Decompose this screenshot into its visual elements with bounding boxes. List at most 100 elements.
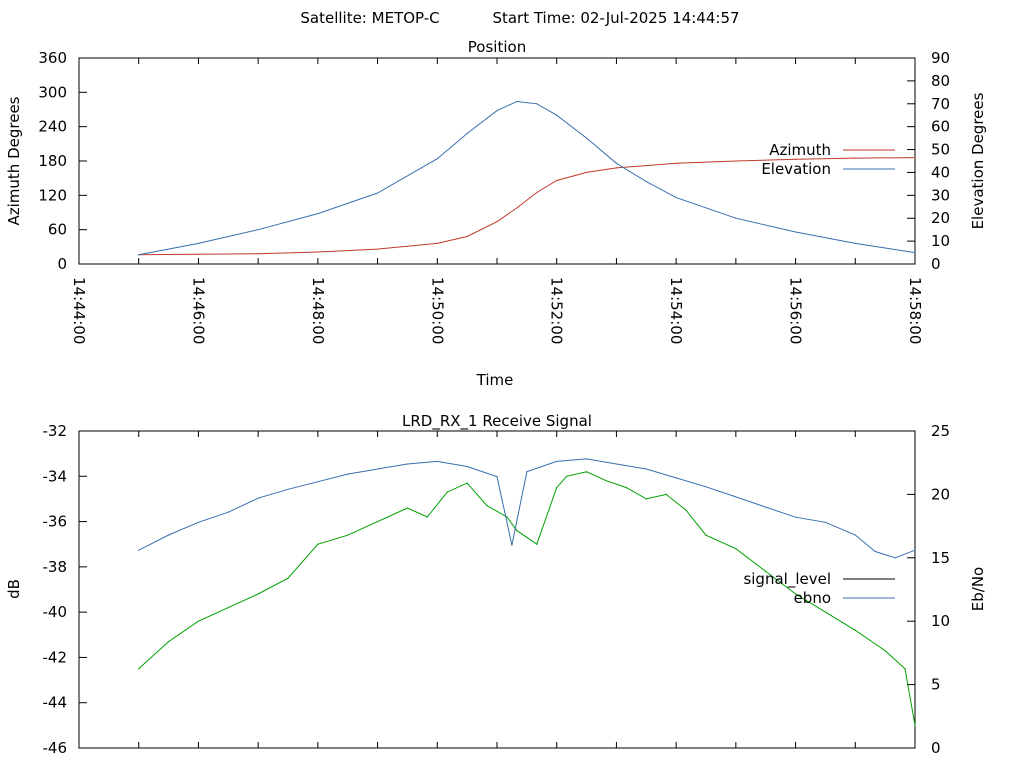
legend-label: Azimuth xyxy=(769,141,831,159)
data-point xyxy=(446,491,448,493)
data-point xyxy=(735,548,737,550)
data-point xyxy=(317,543,319,545)
db-axis-label: dB xyxy=(5,579,23,599)
data-point xyxy=(566,475,568,477)
x-tick-label: 14:50:00 xyxy=(428,277,446,344)
x-tick-label: 14:46:00 xyxy=(189,277,207,344)
data-point xyxy=(376,468,379,470)
data-point xyxy=(376,520,379,523)
start-time-label: Start Time: 02-Jul-2025 14:44:57 xyxy=(492,9,739,27)
series-line-elevation xyxy=(138,100,916,256)
data-point xyxy=(854,629,856,631)
y2-tick-label: 90 xyxy=(931,49,950,67)
data-point xyxy=(436,242,438,244)
data-point xyxy=(436,460,438,463)
legend-label: signal_level xyxy=(743,570,831,589)
y2-tick-label: 10 xyxy=(931,612,950,630)
data-point xyxy=(466,482,468,484)
data-point xyxy=(914,549,916,551)
data-point xyxy=(426,516,428,518)
y-tick-label: -44 xyxy=(43,694,68,712)
data-point xyxy=(615,162,618,164)
series-line-signal-level xyxy=(138,471,916,726)
data-point xyxy=(197,242,200,244)
data-point xyxy=(615,167,618,169)
data-point xyxy=(675,477,677,479)
data-point xyxy=(556,487,558,489)
data-point xyxy=(227,607,229,609)
y2-tick-label: 0 xyxy=(931,739,941,757)
x-tick-label: 14:52:00 xyxy=(548,277,566,344)
satellite-label: Satellite: METOP-C xyxy=(300,9,439,27)
data-point xyxy=(376,248,379,250)
data-point xyxy=(556,179,558,182)
data-point xyxy=(735,160,737,162)
data-point xyxy=(466,132,468,135)
y2-tick-label: 20 xyxy=(931,209,950,227)
data-point xyxy=(645,498,647,500)
data-point xyxy=(794,516,797,518)
data-point xyxy=(197,253,200,255)
y2-tick-label: 40 xyxy=(931,163,950,181)
data-point xyxy=(645,181,647,183)
data-point xyxy=(685,509,687,511)
azimuth-axis-label: Azimuth Degrees xyxy=(5,96,23,225)
data-point xyxy=(675,197,677,199)
data-point xyxy=(526,470,528,473)
data-point xyxy=(585,471,588,473)
data-point xyxy=(227,511,229,513)
data-point xyxy=(874,550,876,553)
data-point xyxy=(735,496,737,498)
data-point xyxy=(794,231,797,233)
data-point xyxy=(347,534,349,536)
y-tick-label: 240 xyxy=(38,118,67,136)
data-point xyxy=(585,137,588,139)
y2-tick-label: 0 xyxy=(931,255,941,273)
x-tick-label: 14:56:00 xyxy=(787,277,805,344)
legend-label: ebno xyxy=(794,589,831,607)
data-point xyxy=(496,221,498,223)
y2-tick-label: 60 xyxy=(931,118,950,136)
data-point xyxy=(615,463,618,465)
data-point xyxy=(556,114,558,116)
data-point xyxy=(585,171,588,174)
data-point xyxy=(406,507,409,509)
data-point xyxy=(257,229,259,231)
data-point xyxy=(516,530,518,532)
y2-tick-label: 70 xyxy=(931,95,950,113)
data-point xyxy=(794,158,797,160)
data-point xyxy=(705,534,707,536)
y2-tick-label: 25 xyxy=(931,422,950,440)
data-point xyxy=(894,557,896,559)
data-point xyxy=(824,521,827,523)
receive-signal-chart: LRD_RX_1 Receive Signal dB Eb/No -46 -44 -… xyxy=(5,412,987,757)
data-point xyxy=(914,724,916,726)
data-point xyxy=(317,251,319,253)
x-tick-label: 14:54:00 xyxy=(667,277,685,344)
x-tick-label: 14:48:00 xyxy=(309,277,327,344)
data-point xyxy=(257,497,259,499)
data-point xyxy=(376,192,379,194)
y2-tick-label: 30 xyxy=(931,186,950,204)
y-tick-label: -42 xyxy=(43,648,68,666)
y-tick-label: -40 xyxy=(43,603,68,621)
data-point xyxy=(536,543,538,545)
data-point xyxy=(914,156,916,159)
data-point xyxy=(167,640,170,643)
data-point xyxy=(406,463,409,465)
data-point xyxy=(665,493,667,495)
data-point xyxy=(466,235,468,238)
data-point xyxy=(506,516,508,518)
data-point xyxy=(287,577,289,579)
data-point xyxy=(605,480,608,482)
x-tick-label: 14:58:00 xyxy=(906,277,924,344)
y-tick-label: 0 xyxy=(57,255,67,273)
data-point xyxy=(138,254,140,256)
ebno-axis-label: Eb/No xyxy=(969,567,987,611)
data-point xyxy=(556,460,558,463)
y-tick-label: -36 xyxy=(43,513,68,531)
position-chart-title: Position xyxy=(468,38,526,56)
y-tick-label: -46 xyxy=(43,739,68,757)
data-point xyxy=(645,468,647,470)
